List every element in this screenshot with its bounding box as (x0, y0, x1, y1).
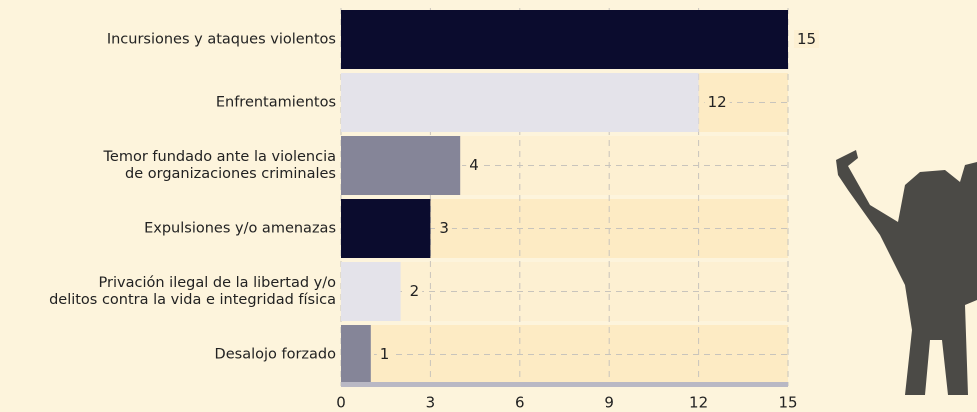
value-label: 15 (797, 30, 816, 48)
x-tick-label: 0 (336, 394, 346, 412)
x-tick-label: 6 (515, 394, 525, 412)
value-label: 1 (380, 345, 390, 363)
x-tick-label: 12 (689, 394, 708, 412)
x-tick-label: 15 (778, 394, 797, 412)
bar (341, 199, 430, 258)
x-tick-label: 9 (604, 394, 614, 412)
illustration (836, 150, 977, 395)
category-label: Enfrentamientos (0, 94, 336, 111)
category-label: Desalojo forzado (0, 346, 336, 363)
bar (341, 325, 371, 384)
category-label: Temor fundado ante la violencia de organ… (0, 149, 336, 183)
bar (341, 136, 460, 195)
x-axis (341, 382, 788, 387)
x-tick-label: 3 (426, 394, 436, 412)
category-label: Expulsiones y/o amenazas (0, 220, 336, 237)
value-label: 3 (439, 219, 449, 237)
chart: 0 3 6 9 12 15 15 12 4 3 2 1 Incursiones y ataques v… (0, 0, 977, 412)
bar (341, 73, 699, 132)
category-label: Incursiones y ataques violentos (0, 31, 336, 48)
value-label: 4 (469, 156, 479, 174)
value-label: 2 (410, 282, 420, 300)
bar (341, 10, 788, 69)
value-label: 12 (708, 93, 727, 111)
category-label: Privación ilegal de la libertad y/o deli… (0, 275, 336, 309)
bar (341, 262, 401, 321)
